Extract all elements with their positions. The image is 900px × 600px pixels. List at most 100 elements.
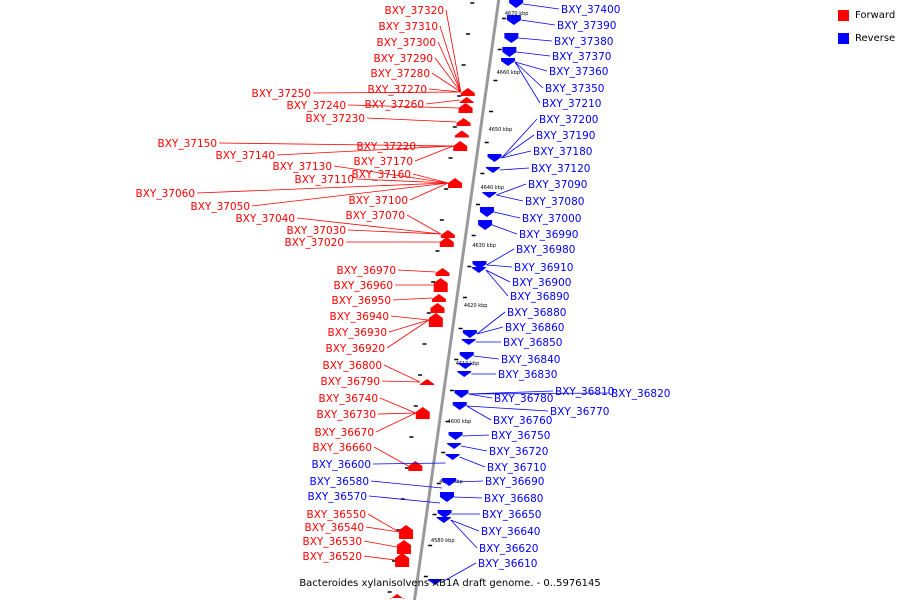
reverse-leader-line bbox=[456, 480, 484, 483]
forward-leader-line bbox=[363, 540, 398, 548]
reverse-gene-label: BXY_37400 bbox=[561, 4, 620, 16]
reverse-gene-label: BXY_36750 bbox=[491, 430, 550, 442]
forward-gene-label: BXY_37310 bbox=[379, 21, 438, 33]
reverse-leader-line bbox=[514, 61, 548, 72]
forward-gene-label: BXY_37040 bbox=[236, 213, 295, 225]
forward-gene-label: BXY_37110 bbox=[295, 174, 354, 186]
forward-gene-label: BXY_36960 bbox=[334, 280, 393, 292]
reverse-leader-line bbox=[501, 150, 532, 159]
forward-gene-label: BXY_36670 bbox=[315, 427, 374, 439]
reverse-gene-arrow bbox=[482, 192, 497, 198]
reverse-leader-line bbox=[476, 326, 504, 335]
forward-gene-label: BXY_37250 bbox=[252, 88, 311, 100]
reverse-leader-line bbox=[468, 393, 493, 399]
reverse-leader-line bbox=[514, 61, 541, 104]
forward-gene-label: BXY_36730 bbox=[317, 409, 376, 421]
forward-gene-label: BXY_36660 bbox=[313, 442, 372, 454]
forward-gene-label: BXY_36740 bbox=[319, 393, 378, 405]
forward-gene-label: BXY_36800 bbox=[323, 360, 382, 372]
reverse-gene-arrow bbox=[448, 432, 463, 440]
reverse-leader-line bbox=[485, 269, 509, 297]
reverse-gene-label: BXY_36780 bbox=[494, 393, 553, 405]
forward-leader-line bbox=[218, 142, 454, 147]
forward-gene-label: BXY_37130 bbox=[273, 161, 332, 173]
reverse-leader-line bbox=[523, 3, 560, 10]
forward-gene-label: BXY_36550 bbox=[307, 509, 366, 521]
forward-leader-line bbox=[406, 214, 442, 235]
reverse-leader-line bbox=[501, 134, 535, 159]
scale-tick-label: 4650 kbp bbox=[489, 127, 513, 133]
forward-gene-arrow bbox=[459, 97, 474, 103]
forward-leader-line bbox=[412, 173, 449, 184]
forward-gene-label: BXY_37220 bbox=[357, 141, 416, 153]
forward-leader-line bbox=[347, 229, 441, 235]
forward-leader-line bbox=[388, 319, 429, 333]
forward-leader-line bbox=[409, 182, 449, 201]
forward-gene-label: BXY_37280 bbox=[371, 68, 430, 80]
reverse-leader-line bbox=[476, 311, 506, 335]
forward-leader-line bbox=[367, 513, 400, 533]
forward-gene-arrow bbox=[440, 230, 455, 238]
forward-gene-arrow bbox=[415, 407, 430, 419]
forward-gene-label: BXY_37050 bbox=[191, 201, 250, 213]
forward-gene-label: BXY_37230 bbox=[306, 113, 365, 125]
reverse-gene-label: BXY_36580 bbox=[310, 476, 369, 488]
reverse-gene-arrow bbox=[472, 261, 487, 269]
reverse-leader-line bbox=[462, 434, 490, 437]
reverse-gene-label: BXY_36900 bbox=[512, 277, 571, 289]
forward-gene-label: BXY_36970 bbox=[337, 265, 396, 277]
reverse-gene-arrow bbox=[439, 492, 454, 502]
forward-gene-label: BXY_37170 bbox=[354, 156, 413, 168]
reverse-gene-arrow bbox=[452, 402, 467, 410]
forward-leader-line bbox=[196, 182, 449, 194]
forward-gene-arrow bbox=[430, 303, 445, 313]
forward-gene-label: BXY_36790 bbox=[321, 376, 380, 388]
reverse-leader-line bbox=[499, 167, 530, 171]
reverse-leader-line bbox=[496, 183, 527, 196]
reverse-gene-label: BXY_37360 bbox=[549, 66, 608, 78]
genome-axis bbox=[413, 0, 501, 600]
genome-caption: Bacteroides xylanisolvens XB1A draft gen… bbox=[299, 578, 601, 589]
forward-gene-label: BXY_36950 bbox=[332, 295, 391, 307]
reverse-gene-label: BXY_37210 bbox=[542, 98, 601, 110]
forward-gene-arrow bbox=[433, 278, 448, 292]
reverse-gene-label: BXY_37380 bbox=[554, 36, 613, 48]
forward-gene-label: BXY_37060 bbox=[136, 188, 195, 200]
forward-gene-label: BXY_36940 bbox=[330, 311, 389, 323]
forward-gene-arrow bbox=[431, 294, 446, 302]
reverse-gene-arrow bbox=[436, 517, 451, 523]
reverse-gene-label: BXY_37200 bbox=[539, 114, 598, 126]
reverse-gene-label: BXY_37120 bbox=[531, 163, 590, 175]
forward-leader-line bbox=[355, 178, 449, 184]
reverse-leader-line bbox=[473, 355, 500, 360]
reverse-gene-arrow bbox=[458, 363, 473, 369]
forward-gene-arrow bbox=[458, 103, 473, 113]
legend-item-reverse: Reverse bbox=[838, 31, 895, 46]
reverse-gene-label: BXY_36570 bbox=[308, 491, 367, 503]
reverse-gene-label: BXY_37000 bbox=[522, 213, 581, 225]
reverse-gene-arrow bbox=[428, 579, 443, 585]
reverse-gene-arrow bbox=[442, 478, 457, 486]
forward-leader-line bbox=[439, 25, 462, 93]
reverse-gene-label: BXY_37090 bbox=[528, 179, 587, 191]
reverse-leader-line bbox=[486, 264, 513, 268]
forward-leader-line bbox=[251, 182, 449, 207]
forward-leader-line bbox=[390, 315, 429, 321]
reverse-gene-label: BXY_36620 bbox=[479, 543, 538, 555]
forward-leader-line bbox=[381, 380, 421, 383]
forward-gene-label: BXY_37320 bbox=[385, 5, 444, 17]
forward-gene-arrow bbox=[399, 525, 414, 539]
reverse-gene-label: BXY_36830 bbox=[498, 369, 557, 381]
scale-tick-label: 4600 kbp bbox=[448, 419, 472, 425]
forward-leader-line bbox=[377, 412, 416, 415]
reverse-swatch bbox=[838, 33, 849, 44]
reverse-gene-arrow bbox=[487, 154, 502, 162]
reverse-leader-line bbox=[370, 480, 443, 489]
legend: Forward Reverse bbox=[838, 8, 895, 54]
forward-leader-line bbox=[366, 117, 457, 123]
forward-gene-label: BXY_36520 bbox=[303, 551, 362, 563]
reverse-leader-line bbox=[486, 248, 515, 266]
reverse-gene-arrow bbox=[462, 330, 477, 338]
reverse-gene-arrow bbox=[485, 167, 500, 173]
